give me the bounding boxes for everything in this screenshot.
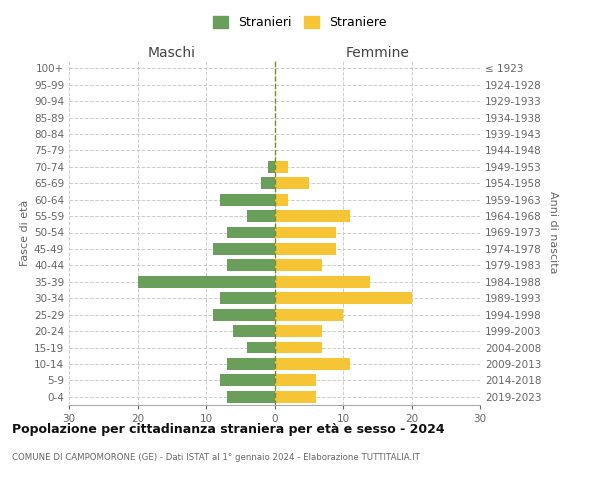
Y-axis label: Fasce di età: Fasce di età [20, 200, 30, 266]
Bar [233, 325, 275, 337]
Bar [227, 226, 275, 238]
Bar [275, 358, 350, 370]
Legend: Stranieri, Straniere: Stranieri, Straniere [208, 11, 392, 34]
Bar [268, 161, 275, 172]
Bar [247, 342, 275, 353]
Bar [275, 243, 336, 255]
Text: Popolazione per cittadinanza straniera per età e sesso - 2024: Popolazione per cittadinanza straniera p… [12, 422, 445, 436]
Text: Femmine: Femmine [346, 46, 409, 60]
Bar [275, 374, 316, 386]
Bar [220, 194, 275, 205]
Bar [275, 292, 412, 304]
Bar [247, 210, 275, 222]
Bar [275, 260, 322, 272]
Bar [275, 194, 288, 205]
Bar [275, 161, 288, 172]
Bar [227, 260, 275, 272]
Text: COMUNE DI CAMPOMORONE (GE) - Dati ISTAT al 1° gennaio 2024 - Elaborazione TUTTIT: COMUNE DI CAMPOMORONE (GE) - Dati ISTAT … [12, 452, 420, 462]
Text: Maschi: Maschi [148, 46, 196, 60]
Y-axis label: Anni di nascita: Anni di nascita [548, 191, 558, 274]
Bar [275, 325, 322, 337]
Bar [220, 292, 275, 304]
Bar [220, 374, 275, 386]
Bar [275, 178, 309, 189]
Bar [275, 342, 322, 353]
Bar [275, 276, 370, 287]
Bar [275, 391, 316, 402]
Bar [227, 358, 275, 370]
Bar [137, 276, 275, 287]
Bar [213, 308, 275, 320]
Bar [275, 226, 336, 238]
Bar [227, 391, 275, 402]
Bar [261, 178, 275, 189]
Bar [275, 210, 350, 222]
Bar [275, 308, 343, 320]
Bar [213, 243, 275, 255]
